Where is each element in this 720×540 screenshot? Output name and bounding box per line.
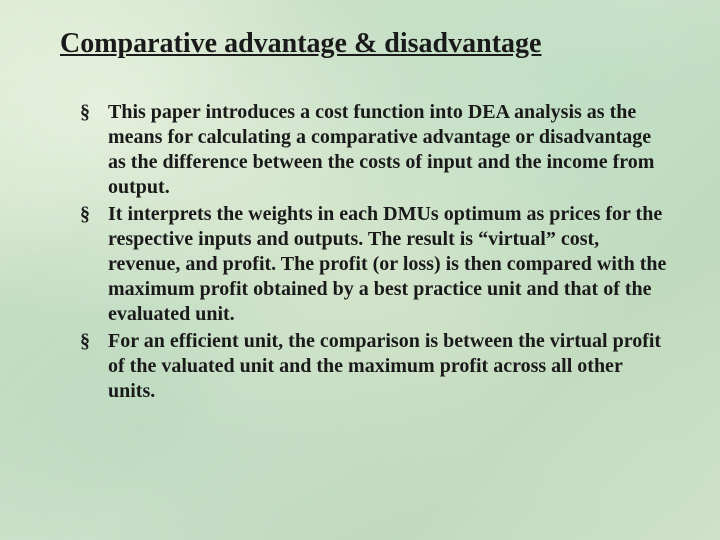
- list-item: This paper introduces a cost function in…: [88, 100, 672, 200]
- list-item: For an efficient unit, the comparison is…: [88, 329, 672, 404]
- list-item: It interprets the weights in each DMUs o…: [88, 202, 672, 327]
- slide-title: Comparative advantage & disadvantage: [60, 28, 672, 60]
- bullet-list: This paper introduces a cost function in…: [60, 100, 672, 404]
